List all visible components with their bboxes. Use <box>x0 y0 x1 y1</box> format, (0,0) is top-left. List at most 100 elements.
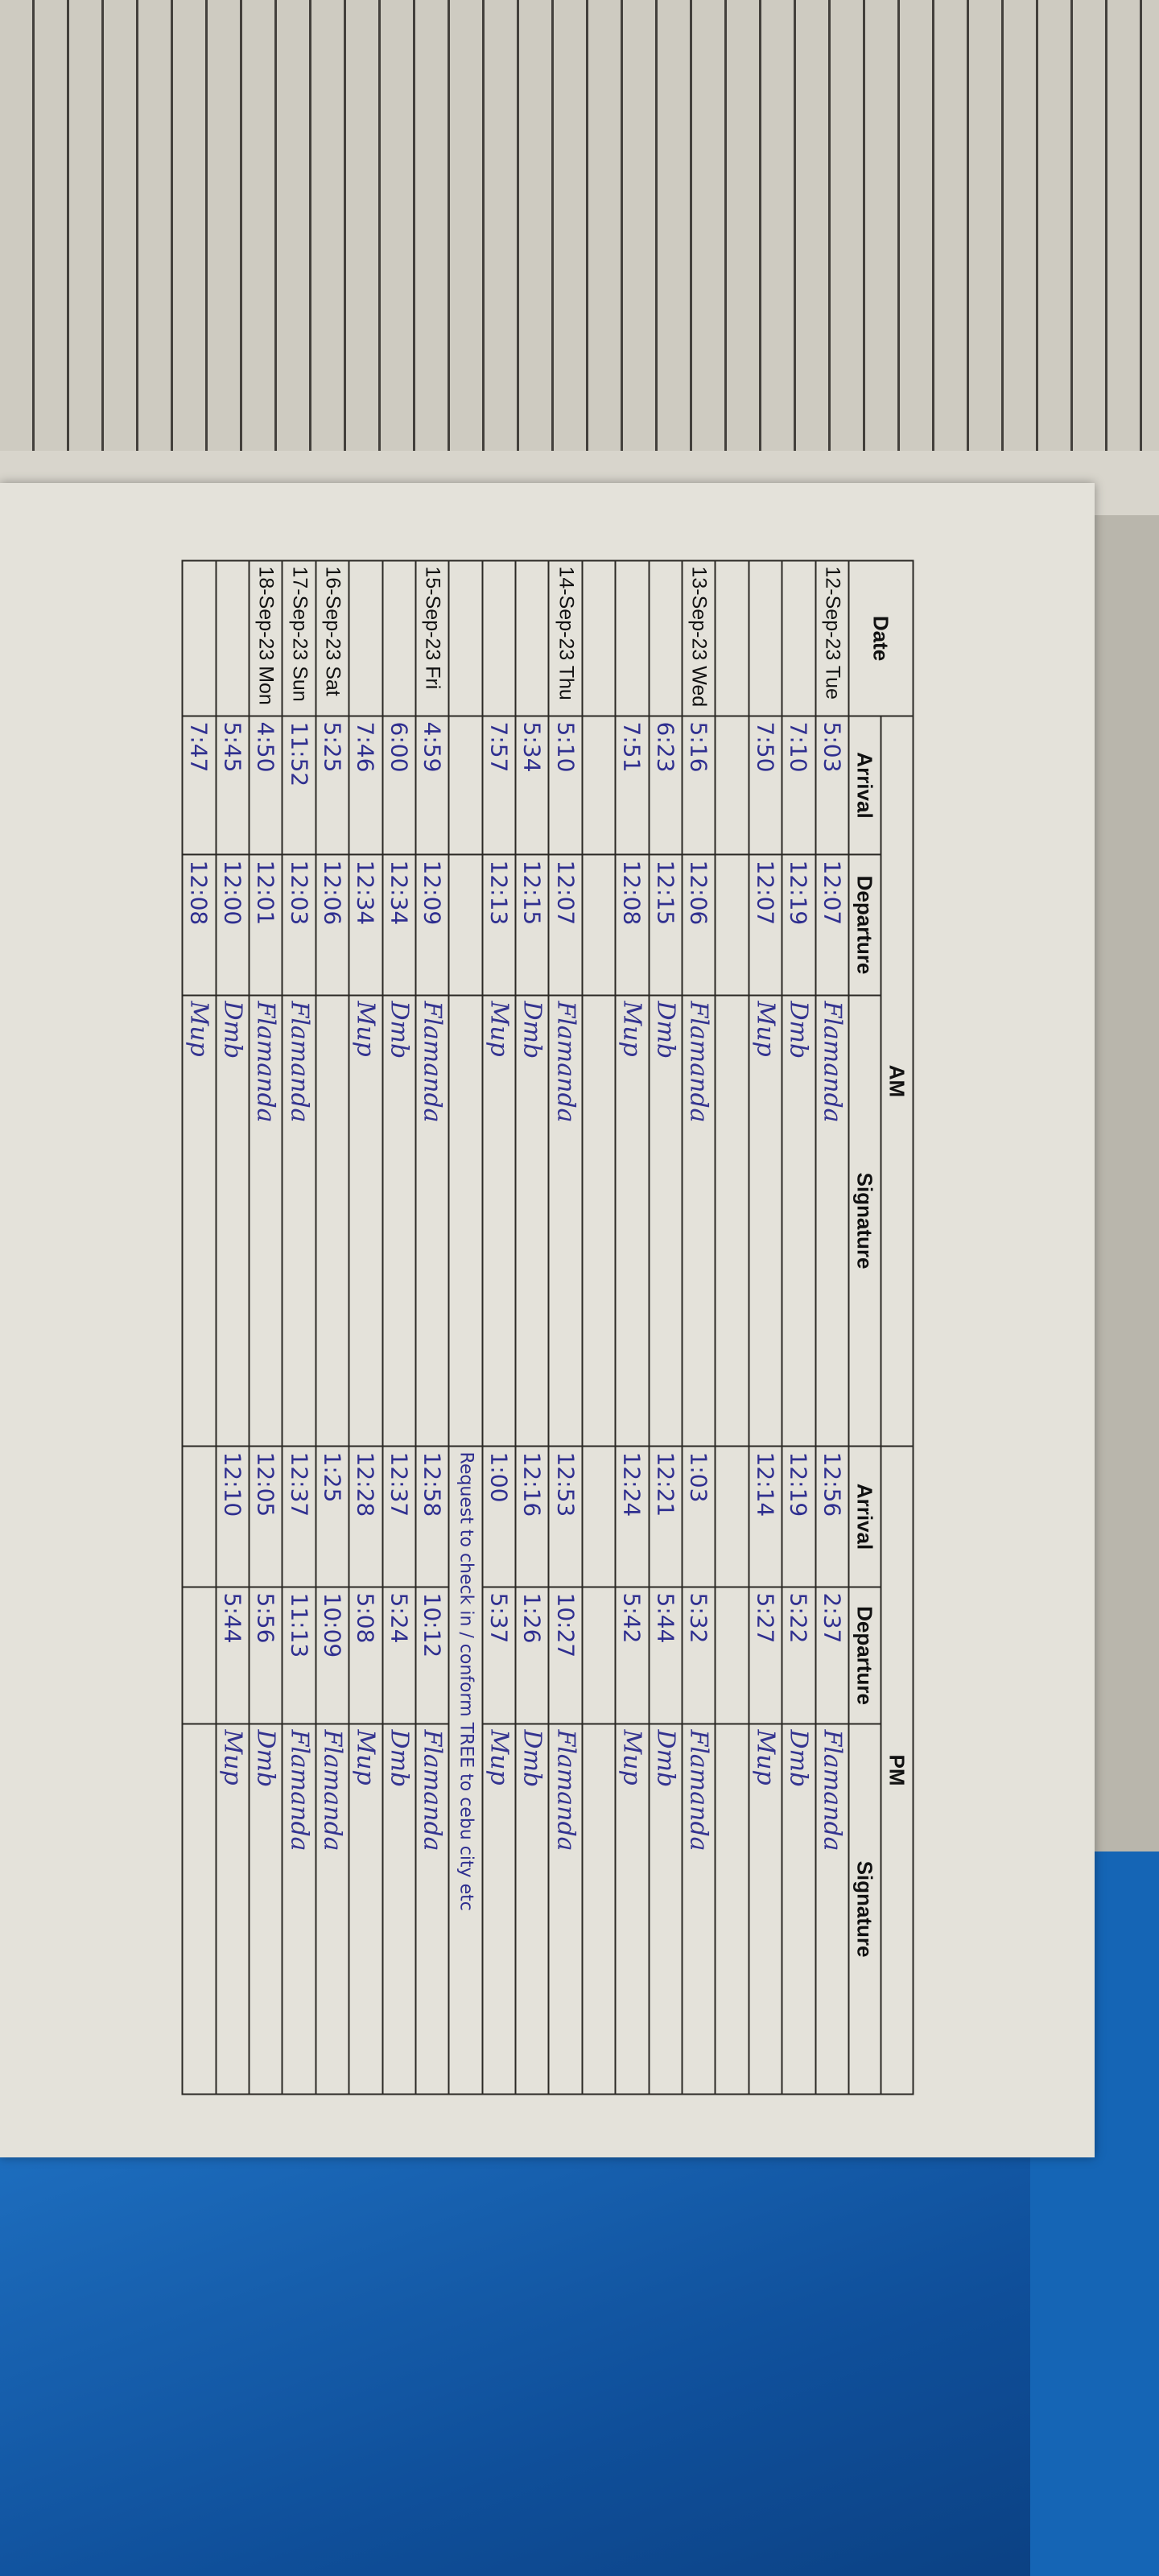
am-departure-cell: 12:08 <box>182 854 217 996</box>
pm-arrival-cell: 12:14 <box>749 1446 782 1587</box>
table-row: 7:50 12:07 Mup 12:14 5:27 Mup <box>749 560 782 2095</box>
attendance-table-wrap: Date AM PM Arrival Departure Signature A… <box>182 560 914 2095</box>
am-signature-cell: Dmb <box>382 995 416 1447</box>
pm-signature-cell: Mup <box>615 1724 650 2095</box>
am-signature-cell: Dmb <box>216 995 250 1447</box>
am-departure-cell: 12:15 <box>649 854 683 996</box>
am-arrival-cell <box>448 716 483 855</box>
table-row: 12-Sep-23 Tue 5:03 12:07 Flamanda 12:56 2:37 F… <box>815 560 849 2095</box>
pm-note-cell: Request to check in / conform TREE to ce… <box>448 1446 483 2095</box>
date-cell <box>649 560 683 716</box>
am-signature-cell <box>316 995 349 1447</box>
header-am-departure: Departure <box>848 854 881 996</box>
am-departure-cell: 12:06 <box>316 854 349 996</box>
pm-departure-cell: 5:08 <box>349 1587 383 1724</box>
am-arrival-cell <box>715 716 749 855</box>
notebook-background <box>0 0 1159 515</box>
pm-arrival-cell: 12:10 <box>216 1446 250 1587</box>
pm-departure-cell: 10:09 <box>316 1587 349 1724</box>
pm-arrival-cell: 12:24 <box>615 1446 650 1587</box>
pm-arrival-cell: 12:56 <box>815 1446 849 1587</box>
am-departure-cell: 12:03 <box>282 854 316 996</box>
am-arrival-cell <box>582 716 616 855</box>
am-departure-cell <box>448 854 483 996</box>
pm-signature-cell: Dmb <box>515 1724 549 2095</box>
table-row <box>582 560 616 2095</box>
am-departure-cell: 12:07 <box>548 854 583 996</box>
date-cell: 12-Sep-23 Tue <box>815 560 849 716</box>
date-cell <box>715 560 749 716</box>
am-departure-cell: 12:00 <box>216 854 250 996</box>
am-arrival-cell: 5:10 <box>548 716 583 855</box>
pm-arrival-cell: 12:16 <box>515 1446 549 1587</box>
am-arrival-cell: 7:46 <box>349 716 383 855</box>
table-row: 14-Sep-23 Thu 5:10 12:07 Flamanda 12:53 10:27… <box>548 560 583 2095</box>
am-signature-cell: Dmb <box>515 995 549 1447</box>
am-signature-cell: Flamanda <box>682 995 716 1447</box>
am-signature-cell: Flamanda <box>282 995 316 1447</box>
header-pm-departure: Departure <box>848 1587 881 1724</box>
am-arrival-cell: 7:10 <box>782 716 816 855</box>
am-departure-cell: 12:09 <box>415 854 449 996</box>
pm-arrival-cell: 12:37 <box>282 1446 316 1587</box>
date-cell <box>382 560 416 716</box>
pm-arrival-cell: 12:05 <box>249 1446 283 1587</box>
pm-arrival-cell <box>582 1446 616 1587</box>
pm-departure-cell: 5:32 <box>682 1587 716 1724</box>
am-signature-cell <box>715 995 749 1447</box>
table-row: 16-Sep-23 Sat 5:25 12:06 1:25 10:09 Flamanda <box>316 560 349 2095</box>
am-departure-cell: 12:07 <box>749 854 782 996</box>
header-am-arrival: Arrival <box>848 716 881 855</box>
pm-departure-cell: 11:13 <box>282 1587 316 1724</box>
pm-departure-cell: 5:44 <box>216 1587 250 1724</box>
table-row: 7:51 12:08 Mup 12:24 5:42 Mup <box>615 560 650 2095</box>
am-departure-cell: 12:01 <box>249 854 283 996</box>
am-departure-cell: 12:07 <box>815 854 849 996</box>
table-row: 7:47 12:08 Mup <box>182 560 217 2095</box>
header-pm: PM <box>881 1446 914 2095</box>
am-signature-cell: Mup <box>182 995 217 1447</box>
am-arrival-cell: 4:50 <box>249 716 283 855</box>
attendance-sheet <box>0 483 1095 2157</box>
pm-departure-cell: 5:27 <box>749 1587 782 1724</box>
pm-signature-cell <box>582 1724 616 2095</box>
am-arrival-cell: 7:50 <box>749 716 782 855</box>
table-row: Request to check in / conform TREE to ce… <box>448 560 483 2095</box>
am-signature-cell <box>582 995 616 1447</box>
date-cell: 15-Sep-23 Fri <box>415 560 449 716</box>
pm-signature-cell: Flamanda <box>415 1724 449 2095</box>
am-signature-cell: Mup <box>349 995 383 1447</box>
table-row: 6:23 12:15 Dmb 12:21 5:44 Dmb <box>649 560 683 2095</box>
header-am: AM <box>881 716 914 1447</box>
am-departure-cell: 12:13 <box>482 854 516 996</box>
date-cell <box>182 560 217 716</box>
pm-signature-cell: Mup <box>482 1724 516 2095</box>
pm-departure-cell: 1:26 <box>515 1587 549 1724</box>
am-arrival-cell: 4:59 <box>415 716 449 855</box>
pm-signature-cell <box>715 1724 749 2095</box>
date-cell <box>615 560 650 716</box>
date-cell: 16-Sep-23 Sat <box>316 560 349 716</box>
date-cell <box>782 560 816 716</box>
pm-signature-cell: Flamanda <box>548 1724 583 2095</box>
am-signature-cell: Flamanda <box>415 995 449 1447</box>
table-row <box>715 560 749 2095</box>
pm-signature-cell: Dmb <box>782 1724 816 2095</box>
date-cell: 14-Sep-23 Thu <box>548 560 583 716</box>
header-am-signature: Signature <box>848 995 881 1447</box>
am-signature-cell <box>448 995 483 1447</box>
pm-arrival-cell: 12:58 <box>415 1446 449 1587</box>
pm-departure-cell: 2:37 <box>815 1587 849 1724</box>
date-cell <box>482 560 516 716</box>
pm-signature-cell: Mup <box>349 1724 383 2095</box>
date-cell: 18-Sep-23 Mon <box>249 560 283 716</box>
date-cell: 13-Sep-23 Wed <box>682 560 716 716</box>
pm-departure-cell <box>182 1587 217 1724</box>
am-arrival-cell: 7:51 <box>615 716 650 855</box>
pm-arrival-cell: 12:19 <box>782 1446 816 1587</box>
am-signature-cell: Mup <box>615 995 650 1447</box>
pm-arrival-cell: 12:53 <box>548 1446 583 1587</box>
pm-signature-cell: Flamanda <box>316 1724 349 2095</box>
pm-departure-cell: 5:37 <box>482 1587 516 1724</box>
pm-arrival-cell: 12:21 <box>649 1446 683 1587</box>
